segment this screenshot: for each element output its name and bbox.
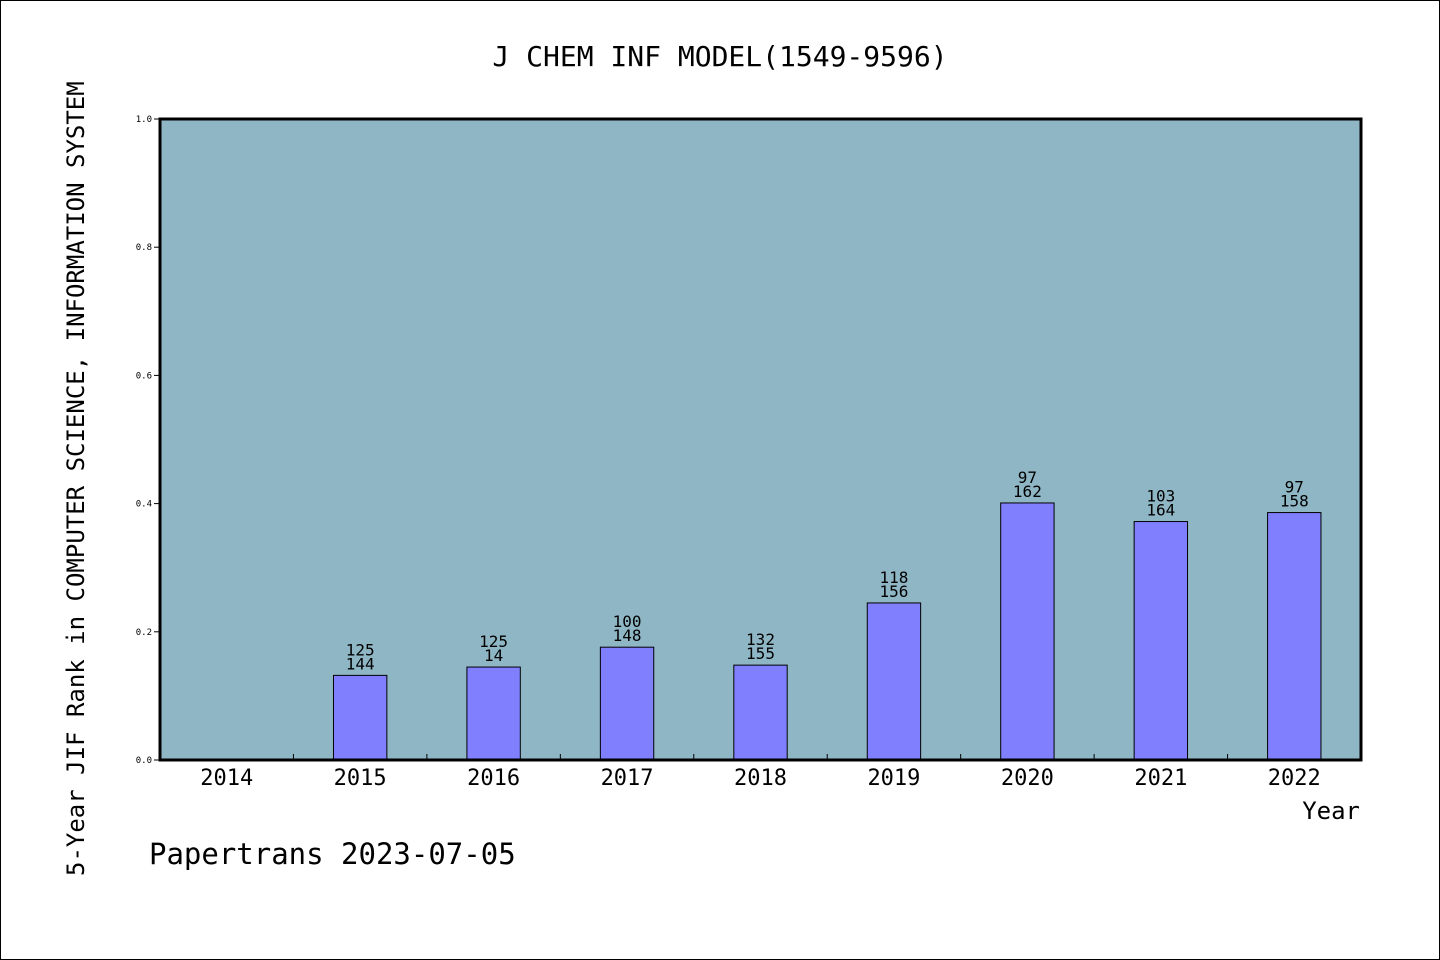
bar bbox=[866, 602, 922, 761]
bar bbox=[332, 674, 388, 761]
data-label-rank: 97 bbox=[1018, 468, 1037, 487]
x-ticks: 2014 2015 2016 2017 2018 2019 2020 2021 2022 bbox=[200, 754, 1321, 791]
bar bbox=[733, 664, 788, 761]
x-tick-label: 2017 bbox=[601, 766, 654, 791]
data-label-total: 148 bbox=[613, 626, 642, 645]
data-label-rank: 125 bbox=[346, 640, 375, 659]
x-tick-label: 2014 bbox=[200, 766, 253, 791]
data-label-rank: 103 bbox=[1146, 487, 1175, 506]
bar bbox=[599, 646, 655, 761]
data-label-rank: 97 bbox=[1285, 478, 1304, 497]
data-label-rank: 125 bbox=[479, 632, 508, 651]
x-axis-label: Year bbox=[1302, 797, 1360, 825]
y-tick-label: 0.2 bbox=[136, 628, 152, 638]
data-label-total: 164 bbox=[1146, 501, 1175, 520]
data-label-total: 14 bbox=[484, 646, 503, 665]
data-label-total: 162 bbox=[1013, 482, 1042, 501]
x-tick-label: 2022 bbox=[1268, 766, 1321, 791]
plot-border bbox=[158, 117, 1363, 762]
y-tick-label: 0.6 bbox=[136, 371, 152, 381]
y-tick-label: 0.8 bbox=[136, 243, 152, 253]
bar bbox=[1267, 512, 1322, 761]
x-tick-label: 2018 bbox=[734, 766, 787, 791]
data-label-total: 155 bbox=[746, 644, 775, 663]
data-label-rank: 100 bbox=[613, 612, 642, 631]
chart-title: J CHEM INF MODEL(1549-9596) bbox=[492, 40, 947, 73]
data-label-total: 144 bbox=[346, 654, 375, 673]
y-tick-label: 0.0 bbox=[136, 756, 152, 766]
data-label-rank: 132 bbox=[746, 630, 775, 649]
x-tick-label: 2021 bbox=[1134, 766, 1187, 791]
footer-watermark: Papertrans 2023-07-05 bbox=[149, 837, 516, 871]
bar bbox=[1133, 521, 1189, 761]
y-ticks: 0.0 0.2 0.4 0.6 0.8 1.0 bbox=[136, 115, 160, 766]
data-label-total: 156 bbox=[879, 582, 908, 601]
bar bbox=[1000, 502, 1055, 761]
bar bbox=[466, 666, 521, 761]
x-tick-label: 2020 bbox=[1001, 766, 1054, 791]
y-tick-label: 1.0 bbox=[136, 115, 152, 125]
y-axis-label: 5-Year JIF Rank in COMPUTER SCIENCE, INF… bbox=[62, 81, 90, 876]
y-tick-label: 0.4 bbox=[136, 500, 152, 510]
bars bbox=[332, 502, 1322, 761]
x-tick-label: 2019 bbox=[867, 766, 920, 791]
data-label-rank: 118 bbox=[879, 568, 908, 587]
data-label-total: 158 bbox=[1280, 492, 1309, 511]
x-tick-label: 2016 bbox=[467, 766, 520, 791]
x-tick-label: 2015 bbox=[334, 766, 387, 791]
